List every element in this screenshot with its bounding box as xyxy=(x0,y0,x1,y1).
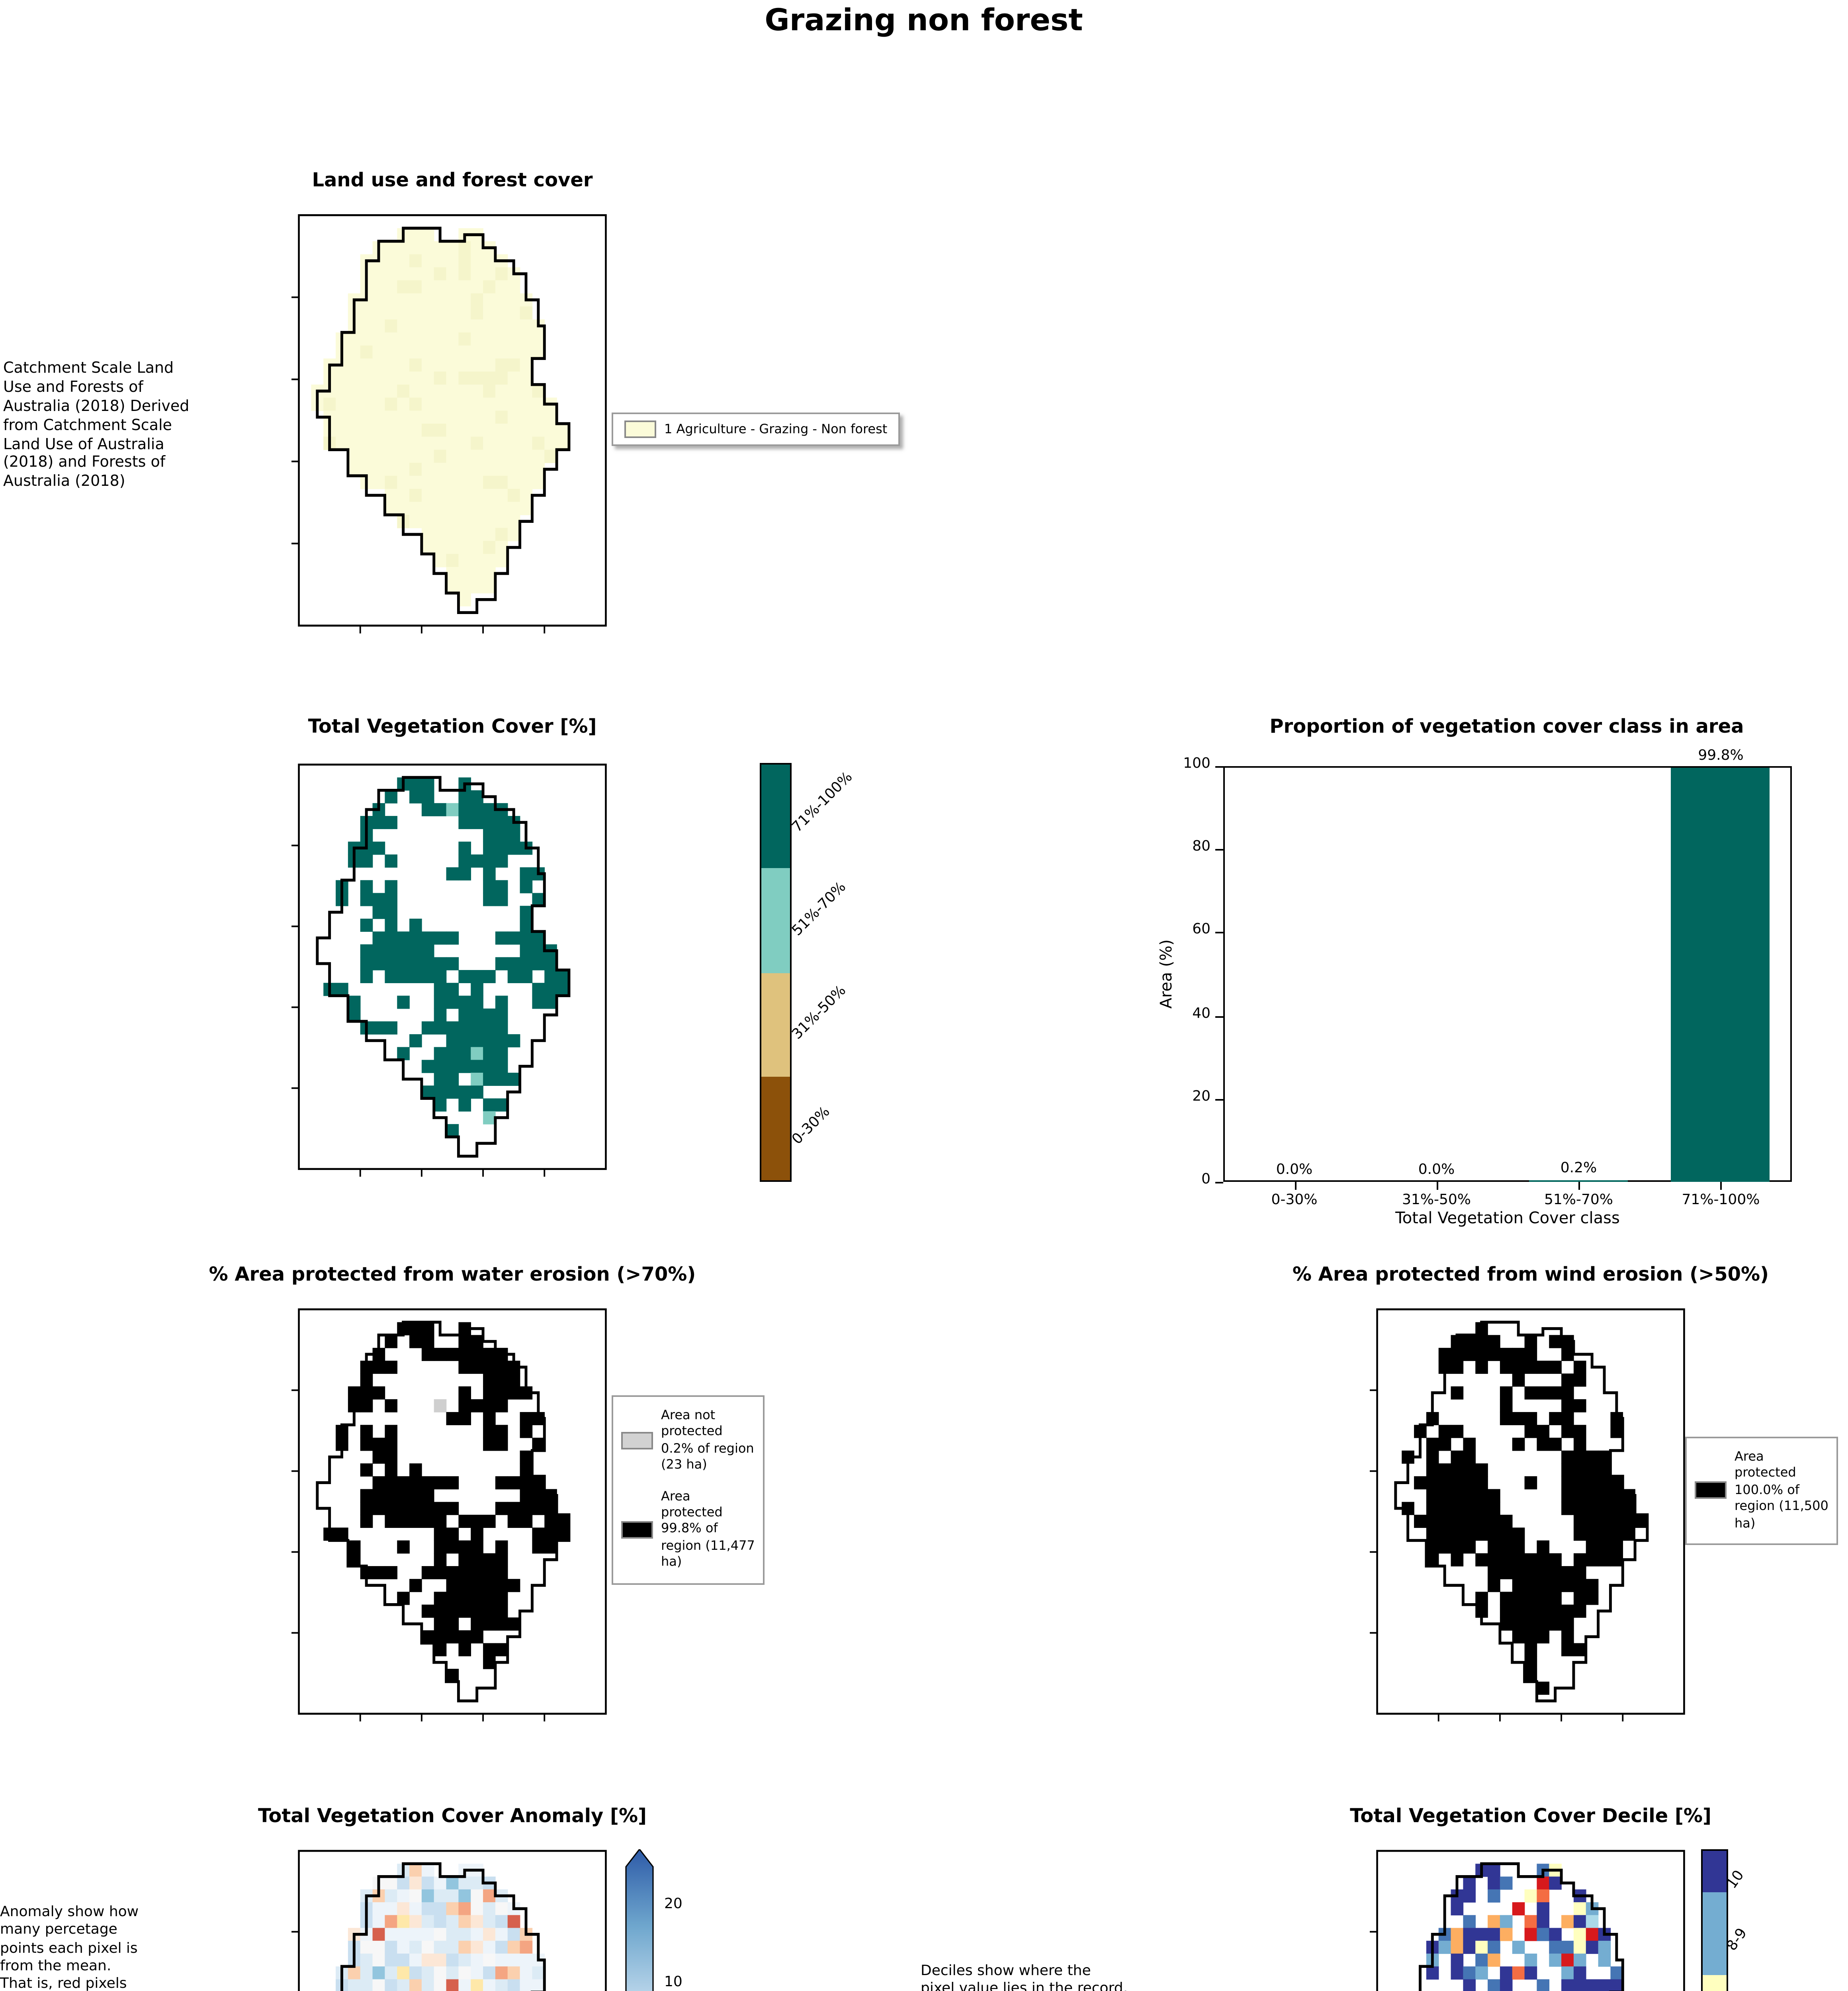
veg-colorbar-segment xyxy=(761,868,790,972)
legend-entry: Area protected 100.0% of region (11,500 … xyxy=(1695,1449,1828,1532)
veg-colorbar-segment xyxy=(761,765,790,868)
bar-value-label: 99.8% xyxy=(1698,748,1744,764)
veg-colorbar-label: 31%-50% xyxy=(790,984,850,1044)
decile-colorbar xyxy=(1701,1849,1728,1991)
x-tick-label: 51%-70% xyxy=(1544,1193,1613,1209)
anomaly-colorbar xyxy=(625,1849,654,1991)
water-erosion-map xyxy=(291,1308,607,1722)
water-erosion-panel-title: % Area protected from water erosion (>70… xyxy=(209,1263,696,1285)
veg-colorbar-segment xyxy=(761,1076,790,1180)
y-tick-label: 100 xyxy=(1183,757,1210,773)
decile-colorbar-label: 10 xyxy=(1725,1868,1748,1892)
water-erosion-legend: Area not protected 0.2% of region (23 ha… xyxy=(612,1395,765,1584)
x-tick-label: 71%-100% xyxy=(1682,1193,1760,1209)
veg-colorbar-label: 0-30% xyxy=(790,1104,834,1148)
veg-cover-colorbar xyxy=(760,763,792,1182)
anomaly-panel-title: Total Vegetation Cover Anomaly [%] xyxy=(258,1805,647,1827)
decile-colorbar-label: 8-9 xyxy=(1725,1926,1751,1954)
wind-erosion-legend: Area protected 100.0% of region (11,500 … xyxy=(1685,1437,1838,1545)
land-use-legend: 1 Agriculture - Grazing - Non forest xyxy=(612,413,900,446)
decile-colorbar-segment xyxy=(1703,1975,1727,1991)
wind-erosion-panel-title: % Area protected from wind erosion (>50%… xyxy=(1292,1263,1769,1285)
not-protected-swatch xyxy=(621,1432,653,1450)
veg-colorbar-label: 71%-100% xyxy=(790,769,857,836)
y-tick xyxy=(1215,1182,1223,1183)
legend-entry: Area protected 99.8% of region (11,477 h… xyxy=(621,1488,755,1571)
y-tick-label: 80 xyxy=(1192,839,1210,856)
legend-entry: Area not protected 0.2% of region (23 ha… xyxy=(621,1408,755,1474)
x-tick xyxy=(1578,1182,1580,1190)
y-tick-label: 20 xyxy=(1192,1089,1210,1105)
bar-chart-xlabel: Total Vegetation Cover class xyxy=(1395,1211,1620,1228)
anomaly-map xyxy=(291,1850,607,1991)
not-protected-label: Area not protected 0.2% of region (23 ha… xyxy=(661,1408,754,1472)
anomaly-colorbar-tick: 10 xyxy=(664,1974,682,1991)
decile-note: Deciles show where the pixel value lies … xyxy=(921,1964,1128,1991)
bar-chart-plot xyxy=(1223,766,1792,1182)
y-tick-label: 0 xyxy=(1201,1172,1210,1188)
anomaly-colorbar-bar xyxy=(625,1849,654,1991)
decile-panel-title: Total Vegetation Cover Decile [%] xyxy=(1350,1805,1711,1827)
veg-cover-map xyxy=(291,763,607,1177)
x-tick xyxy=(1436,1182,1438,1190)
protected-label: Area protected 99.8% of region (11,477 h… xyxy=(661,1488,755,1569)
y-tick xyxy=(1215,1099,1223,1101)
land-use-legend-swatch xyxy=(624,420,656,438)
bar-chart-ylabel: Area (%) xyxy=(1159,939,1176,1009)
veg-cover-panel-title: Total Vegetation Cover [%] xyxy=(308,715,597,737)
y-tick xyxy=(1215,932,1223,934)
protected-swatch xyxy=(621,1521,653,1539)
page-title: Grazing non forest xyxy=(765,3,1083,38)
anomaly-note: Anomaly show how many percetage points e… xyxy=(0,1905,139,1991)
wind-erosion-map xyxy=(1370,1308,1685,1722)
decile-colorbar-segment xyxy=(1703,1892,1727,1975)
protected-label: Area protected 100.0% of region (11,500 … xyxy=(1735,1449,1828,1530)
y-tick xyxy=(1215,1015,1223,1017)
decile-map xyxy=(1370,1850,1685,1991)
land-use-panel-title: Land use and forest cover xyxy=(312,169,593,191)
x-tick xyxy=(1294,1182,1296,1190)
x-tick-label: 31%-50% xyxy=(1402,1193,1471,1209)
y-tick xyxy=(1215,849,1223,851)
protected-swatch xyxy=(1695,1482,1727,1500)
x-tick-label: 0-30% xyxy=(1271,1193,1318,1209)
bar-chart-title: Proportion of vegetation cover class in … xyxy=(1269,715,1744,737)
land-use-map xyxy=(291,214,607,634)
decile-colorbar-segment xyxy=(1703,1851,1727,1892)
veg-colorbar-label: 51%-70% xyxy=(790,880,850,940)
y-tick xyxy=(1215,766,1223,768)
land-use-legend-label: 1 Agriculture - Grazing - Non forest xyxy=(664,422,888,436)
x-tick xyxy=(1721,1182,1723,1190)
land-use-note: Catchment Scale Land Use and Forests of … xyxy=(3,360,190,491)
anomaly-colorbar-tick: 20 xyxy=(664,1897,682,1913)
veg-colorbar-segment xyxy=(761,972,790,1076)
